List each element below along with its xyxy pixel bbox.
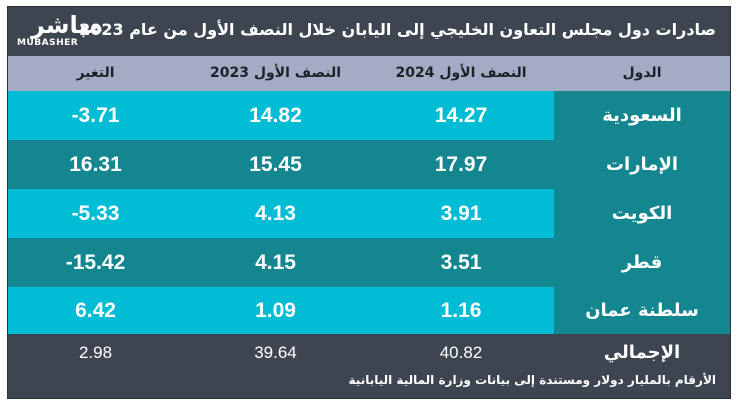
- change-cell: 6.42: [75, 299, 116, 322]
- column-header-change: التغير: [76, 65, 115, 81]
- table-title: صادرات دول مجلس التعاون الخليجي إلى اليا…: [79, 20, 716, 39]
- h1-2024-cell: 3.91: [440, 202, 482, 225]
- logo-arabic-text: مباشر: [31, 11, 104, 39]
- column-header-h1-2024: النصف الأول 2024: [395, 65, 527, 81]
- total-h1-2023: 39.64: [254, 343, 297, 362]
- total-change: 2.98: [78, 343, 113, 362]
- country-cell: سلطنة عمان: [554, 287, 730, 334]
- column-header-country: الدول: [622, 65, 662, 81]
- total-row: 2.98 39.64 40.82 الإجمالي: [8, 334, 730, 371]
- source-footnote: الأرقام بالمليار دولار ومستندة إلى بيانا…: [348, 373, 716, 387]
- table-row: -15.42 4.15 3.51 قطر: [8, 238, 730, 287]
- country-cell: الكويت: [554, 189, 730, 238]
- logo-latin-text: MUBASHER: [17, 38, 79, 48]
- total-label: الإجمالي: [603, 342, 681, 363]
- country-cell: قطر: [554, 238, 730, 287]
- column-header-row: التغير النصف الأول 2023 النصف الأول 2024…: [8, 56, 730, 91]
- change-cell: 16.31: [69, 153, 122, 176]
- table-row: 16.31 15.45 17.97 الإمارات: [8, 140, 730, 189]
- change-cell: -3.71: [71, 104, 120, 127]
- h1-2023-cell: 15.45: [249, 153, 302, 176]
- h1-2024-cell: 14.27: [434, 104, 488, 127]
- export-table-card: مباشر MUBASHER صادرات دول مجلس التعاون ا…: [7, 6, 731, 399]
- column-header-h1-2023: النصف الأول 2023: [209, 65, 342, 81]
- change-cell: -15.42: [65, 251, 126, 274]
- h1-2023-cell: 1.09: [255, 299, 296, 322]
- h1-2024-cell: 1.16: [440, 299, 482, 322]
- country-cell: الإمارات: [554, 140, 730, 189]
- change-cell: -5.33: [71, 202, 120, 225]
- h1-2023-cell: 14.82: [249, 104, 302, 127]
- country-cell: السعودية: [554, 91, 730, 140]
- mubasher-logo: مباشر MUBASHER: [17, 11, 107, 51]
- h1-2023-cell: 4.15: [255, 251, 296, 274]
- table-row: -5.33 4.13 3.91 الكويت: [8, 189, 730, 238]
- table-row: 6.42 1.09 1.16 سلطنة عمان: [8, 287, 730, 334]
- h1-2024-cell: 17.97: [434, 153, 488, 176]
- total-h1-2024: 40.82: [439, 343, 483, 362]
- h1-2024-cell: 3.51: [440, 251, 482, 274]
- table-row: -3.71 14.82 14.27 السعودية: [8, 91, 730, 140]
- h1-2023-cell: 4.13: [255, 202, 296, 225]
- table-header: مباشر MUBASHER صادرات دول مجلس التعاون ا…: [8, 7, 730, 56]
